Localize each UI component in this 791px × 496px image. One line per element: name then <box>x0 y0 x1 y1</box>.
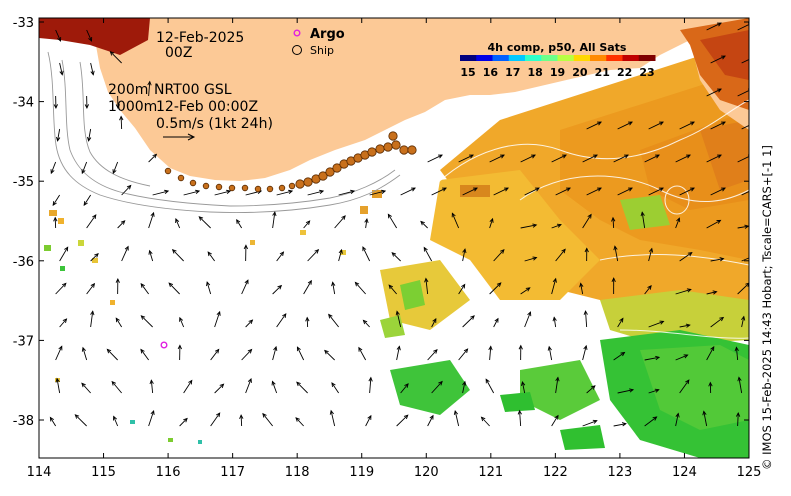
colorbar-swatch <box>623 55 640 61</box>
colorbar-tick-label: 20 <box>572 66 588 79</box>
lon-tick-label: 118 <box>285 465 310 480</box>
colorbar-tick-label: 22 <box>617 66 632 79</box>
colorbar-tick-label: 18 <box>527 66 542 79</box>
ship-station-marker <box>389 132 397 140</box>
credit-line: © IMOS 15-Feb-2025 14:43 Hobart; Tscale=… <box>760 10 776 470</box>
product-label: NRT00 GSL <box>154 82 232 98</box>
ship-station-marker <box>384 143 392 151</box>
lat-tick-label: -34 <box>13 96 34 111</box>
ship-station-marker <box>368 148 376 156</box>
colorbar-tick-label: 15 <box>460 66 475 79</box>
lon-tick-label: 114 <box>27 465 52 480</box>
colorbar-swatch <box>493 55 510 61</box>
colorbar-tick-label: 16 <box>483 66 499 79</box>
velocity-scale-label: 0.5m/s (1kt 24h) <box>156 116 273 132</box>
lon-tick-label: 119 <box>349 465 374 480</box>
colorbar-swatch <box>525 55 542 61</box>
colorbar-tick-label: 23 <box>639 66 654 79</box>
ship-station-marker <box>216 184 222 190</box>
colorbar-tick-label: 17 <box>505 66 520 79</box>
ship-station-marker <box>255 186 261 192</box>
lon-tick-label: 117 <box>220 465 245 480</box>
ship-station-marker <box>190 180 196 186</box>
map-date: 12-Feb-2025 <box>156 30 244 46</box>
ship-station-marker <box>229 185 235 191</box>
ship-station-marker <box>392 141 400 149</box>
lon-tick-label: 122 <box>543 465 568 480</box>
ship-legend-label: Ship <box>310 44 334 57</box>
colorbar: 4h comp, p50, All Sats 15 16 17 18 19 20 21 22 2… <box>460 41 656 79</box>
lat-tick-label: -33 <box>13 16 34 31</box>
colorbar-tick-label: 19 <box>550 66 565 79</box>
ship-station-marker <box>242 185 248 191</box>
colorbar-swatch <box>541 55 558 61</box>
ship-station-marker <box>296 180 304 188</box>
lat-tick-label: -35 <box>13 175 34 190</box>
colorbar-swatch <box>509 55 526 61</box>
colorbar-swatch <box>606 55 623 61</box>
valid-time-label: 12-Feb 00:00Z <box>156 99 258 115</box>
lon-tick-label: 121 <box>478 465 503 480</box>
lon-tick-label: 124 <box>672 465 697 480</box>
ship-station-marker <box>400 146 408 154</box>
argo-legend-label: Argo <box>310 27 345 42</box>
colorbar-swatch <box>476 55 493 61</box>
lon-tick-label: 123 <box>607 465 632 480</box>
colorbar-swatch <box>574 55 591 61</box>
lat-tick-label: -38 <box>13 414 34 429</box>
ship-station-marker <box>376 145 384 153</box>
map-time: 00Z <box>165 45 192 61</box>
lon-tick-label: 116 <box>156 465 181 480</box>
colorbar-swatch <box>558 55 575 61</box>
ship-station-marker <box>203 183 209 189</box>
depth-label-200: 200m <box>108 82 148 98</box>
colorbar-title: 4h comp, p50, All Sats <box>488 41 627 54</box>
colorbar-swatches <box>460 55 656 61</box>
colorbar-ticks: 15 16 17 18 19 20 21 22 23 <box>460 66 654 79</box>
lat-tick-label: -37 <box>13 334 34 349</box>
ship-station-marker <box>178 175 184 181</box>
colorbar-tick-label: 21 <box>595 66 610 79</box>
colorbar-swatch <box>590 55 607 61</box>
colorbar-swatch <box>639 55 656 61</box>
lon-tick-label: 125 <box>737 465 762 480</box>
ship-station-marker <box>165 168 171 174</box>
lon-tick-label: 115 <box>91 465 116 480</box>
ship-station-marker <box>267 186 273 192</box>
ship-station-marker <box>408 146 416 154</box>
depth-label-1000: 1000m <box>108 99 157 115</box>
ship-station-marker <box>279 185 285 191</box>
ship-station-marker <box>304 178 312 186</box>
colorbar-swatch <box>460 55 477 61</box>
lat-tick-label: -36 <box>13 255 34 270</box>
lon-tick-label: 120 <box>414 465 439 480</box>
ship-station-marker <box>289 183 295 189</box>
